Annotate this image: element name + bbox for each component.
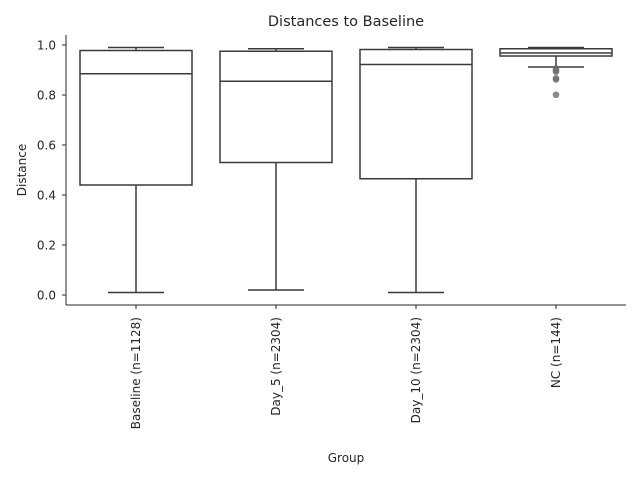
x-tick-label: Day_5 (n=2304): [269, 317, 283, 416]
box-iqr: [219, 50, 333, 164]
y-tick-label: 0.2: [37, 239, 56, 253]
y-tick-label: 0.6: [37, 139, 56, 153]
plot-area: 0.0 0.2 0.4 0.6 0.8 1.0 Baseline (n=1128) Day_5…: [37, 35, 626, 429]
outlier-point: [552, 68, 560, 76]
y-tick-label: 0.0: [37, 289, 56, 303]
x-axis-label: Group: [328, 451, 365, 465]
x-tick-label: Baseline (n=1128): [129, 317, 143, 429]
box-iqr: [359, 48, 473, 180]
x-tick-label: NC (n=144): [549, 317, 563, 388]
y-tick-label: 0.4: [37, 189, 56, 203]
outlier-point: [552, 91, 560, 99]
box-iqr: [79, 49, 193, 186]
chart-title: Distances to Baseline: [268, 14, 424, 30]
y-tick-label: 1.0: [37, 39, 56, 53]
y-tick-label: 0.8: [37, 89, 56, 103]
outlier-point: [552, 76, 560, 83]
y-axis-label: Distance: [15, 144, 29, 196]
x-tick-label: Day_10 (n=2304): [409, 317, 423, 423]
